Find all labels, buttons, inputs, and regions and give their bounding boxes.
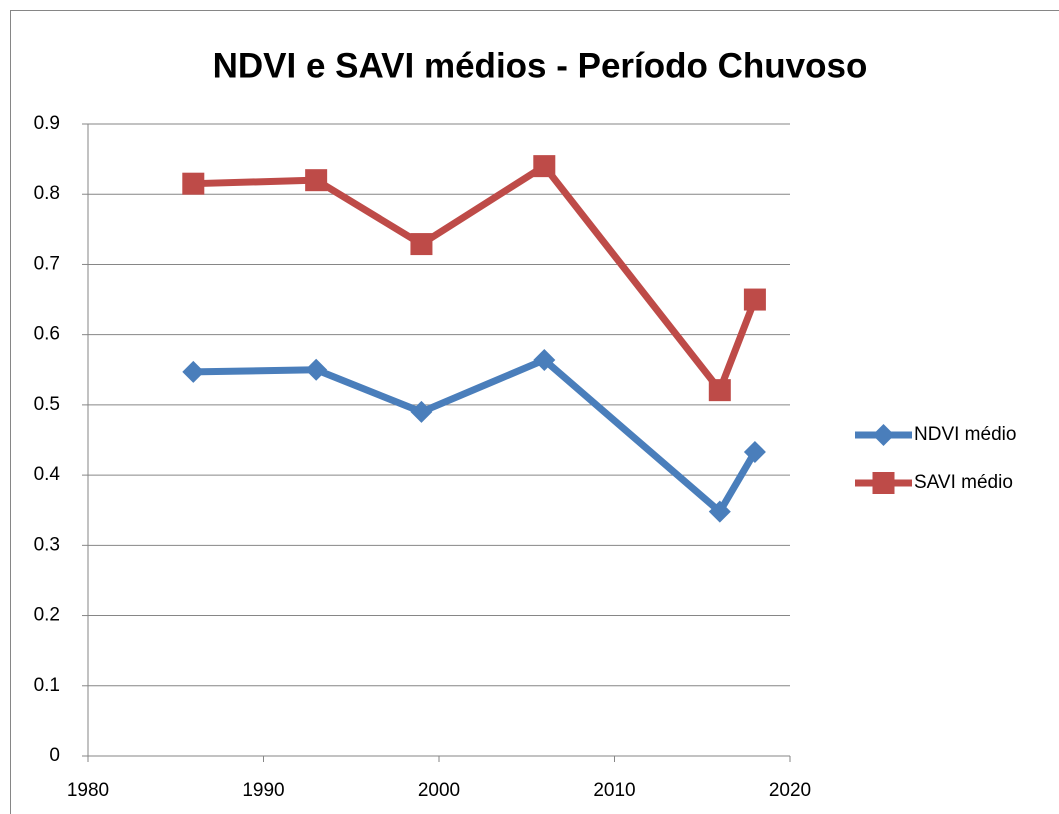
y-tick-label: 0.2 [34, 605, 60, 626]
point-marker [410, 400, 433, 423]
x-tick-label: 2000 [418, 780, 460, 801]
series-line [193, 162, 759, 394]
y-tick-label: 0.6 [34, 324, 60, 345]
legend-label: NDVI médio [914, 424, 1016, 445]
y-tick-label: 0.7 [34, 253, 60, 274]
point-marker [182, 360, 205, 383]
point-marker [743, 440, 766, 463]
series-line [193, 356, 758, 516]
point-marker [743, 288, 766, 311]
legend-label: SAVI médio [914, 472, 1013, 493]
y-tick-label: 0 [49, 745, 60, 766]
y-tick-label: 0.9 [34, 113, 60, 134]
x-tick-label: 1990 [242, 780, 284, 801]
point-marker [708, 500, 731, 523]
chart-frame [10, 10, 1059, 814]
point-marker [708, 379, 731, 402]
point-marker [533, 155, 556, 178]
legend-marker [872, 424, 895, 446]
y-tick-label: 0.1 [34, 675, 60, 696]
point-marker [533, 348, 556, 371]
chart-title: NDVI e SAVI médios - Período Chuvoso [213, 46, 868, 85]
y-tick-label: 0.3 [34, 534, 60, 555]
y-tick-label: 0.4 [34, 464, 61, 485]
x-tick-label: 2010 [593, 780, 635, 801]
point-marker [305, 169, 328, 192]
legend-marker [872, 472, 895, 494]
x-tick-label: 2020 [769, 780, 811, 801]
y-tick-label: 0.5 [34, 394, 60, 415]
y-tick-label: 0.8 [34, 183, 60, 204]
point-marker [305, 358, 328, 381]
point-marker [182, 172, 205, 195]
x-tick-label: 1980 [67, 780, 109, 801]
point-marker [410, 233, 433, 256]
